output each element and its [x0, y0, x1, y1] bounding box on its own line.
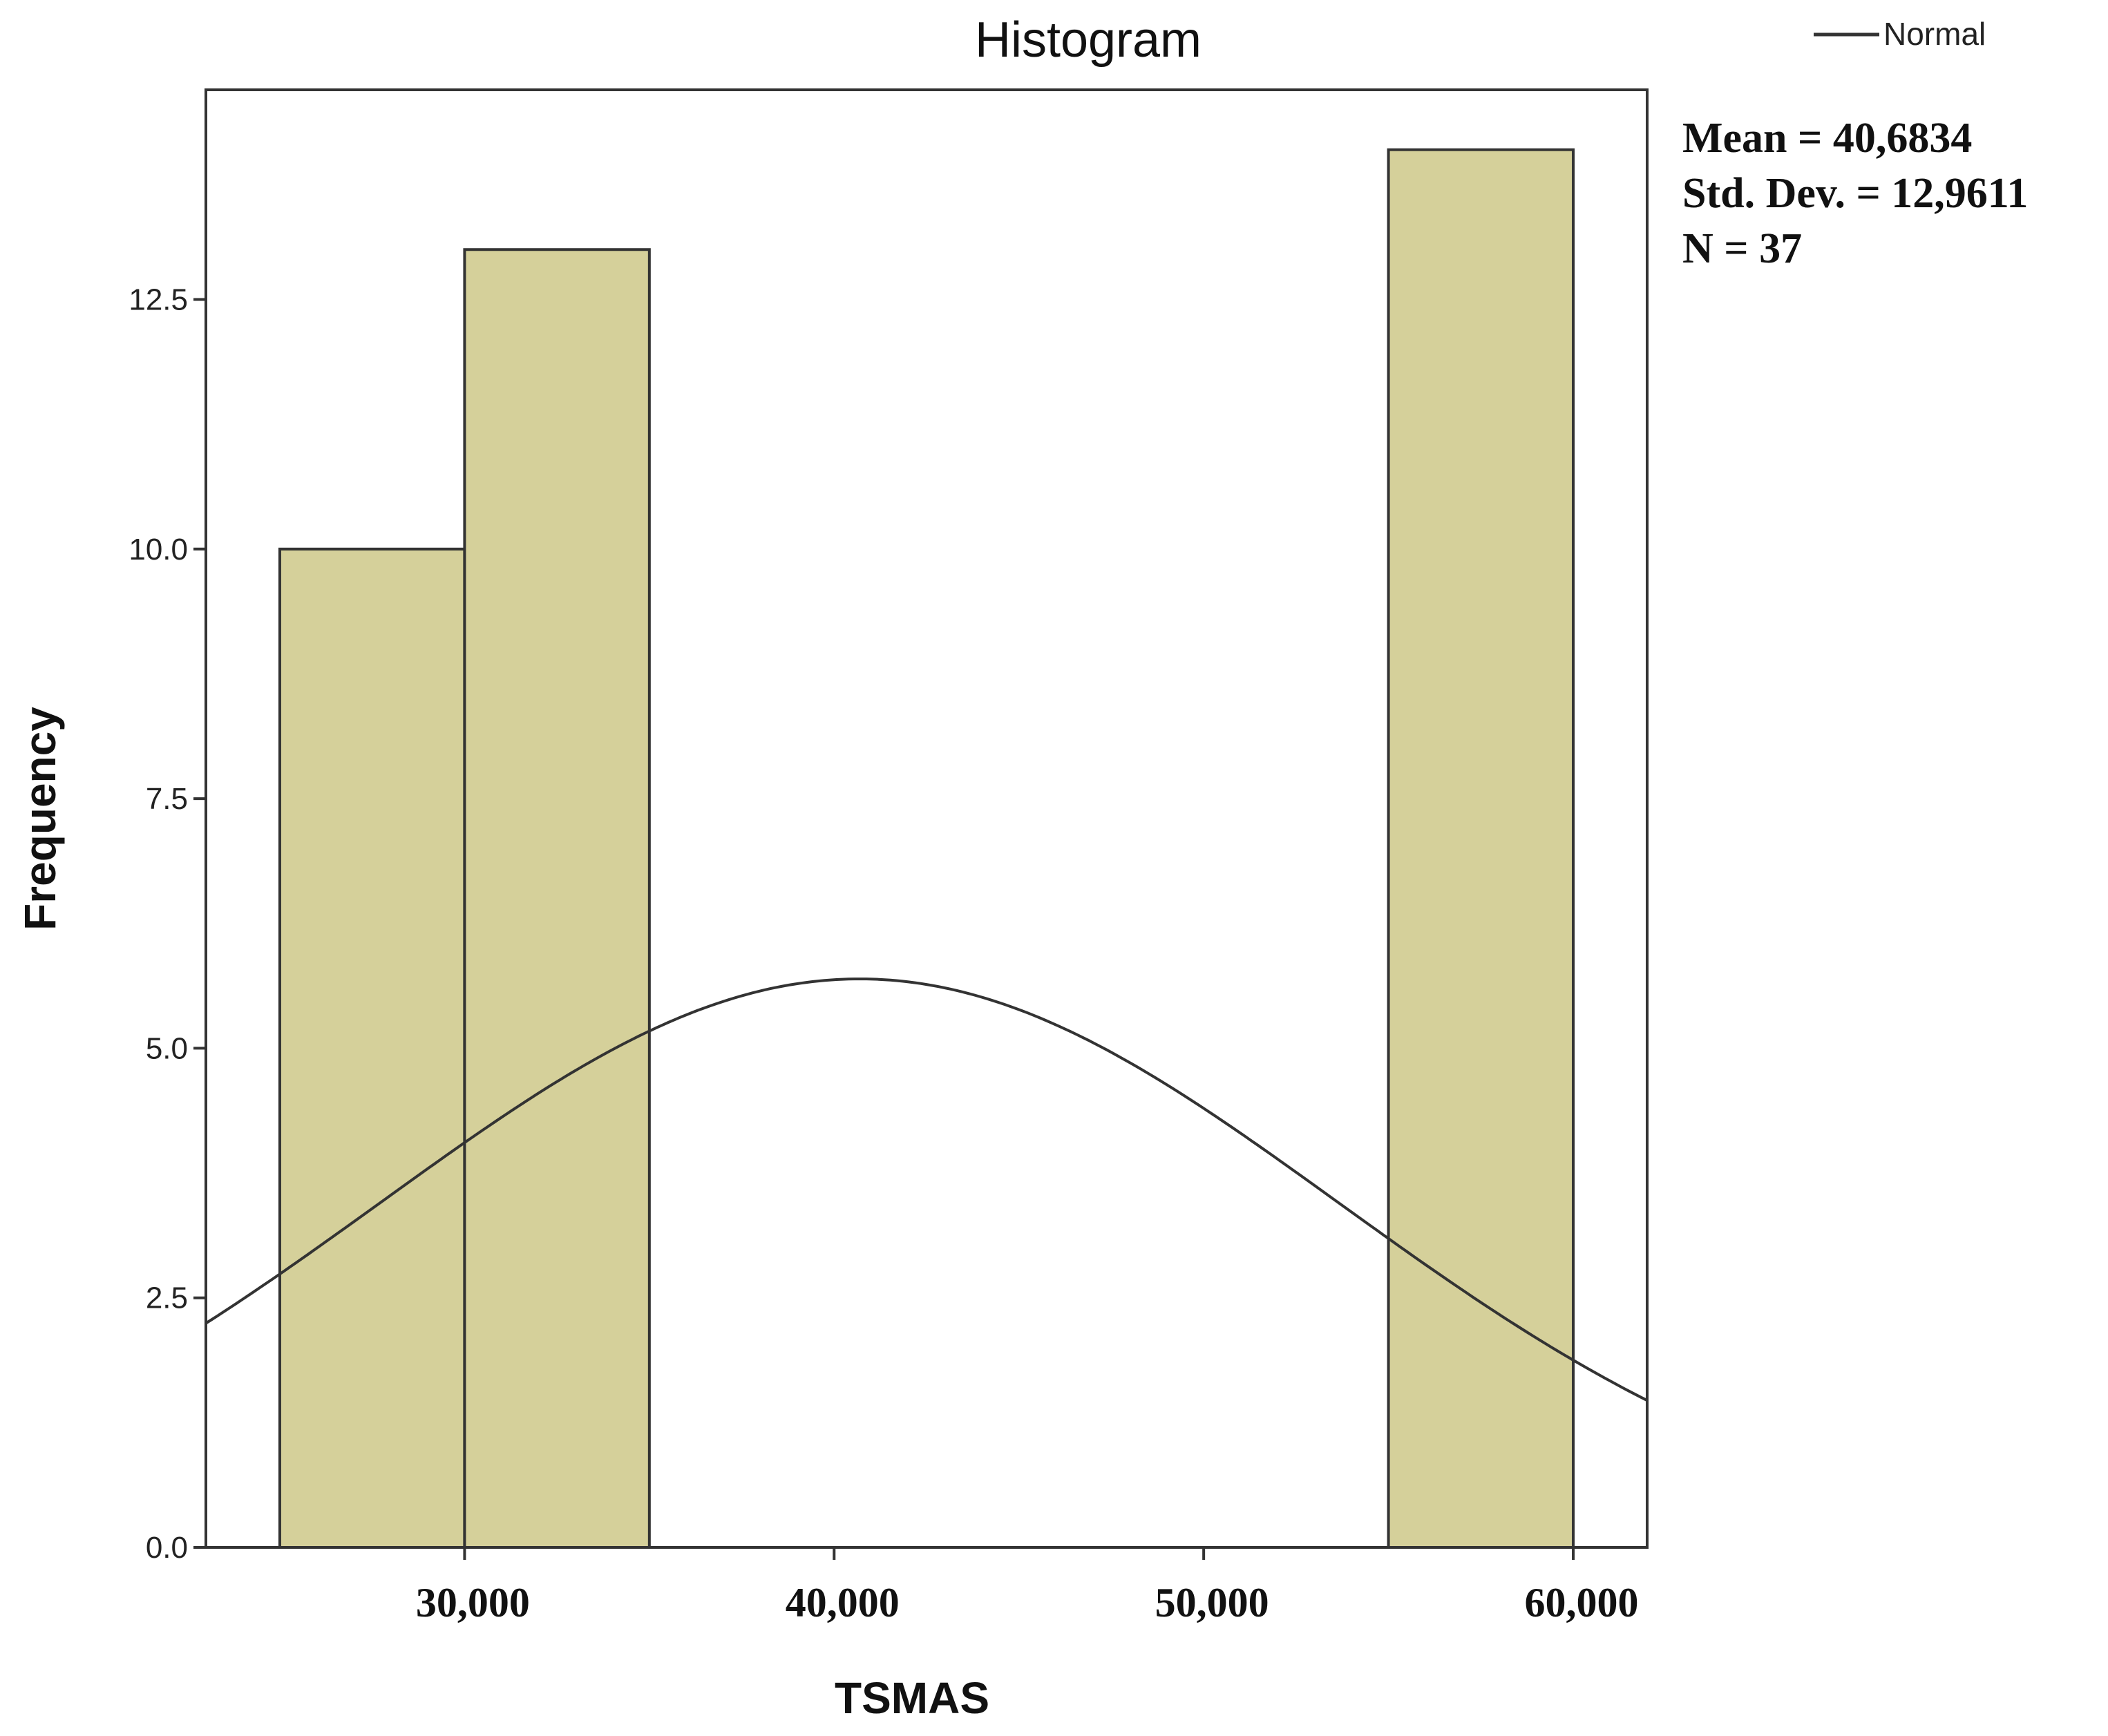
x-axis-label: TSMAS: [835, 1673, 989, 1723]
y-tick-label-3: 7.5: [146, 782, 188, 816]
stat-std-dev: Std. Dev. = 12,9611: [1682, 170, 2028, 217]
histogram-bar-1: [278, 547, 466, 1549]
y-tick-label-5: 12.5: [129, 283, 188, 316]
y-axis-label: Frequency: [15, 707, 65, 931]
x-tick-label-0: 30,000: [416, 1580, 530, 1625]
stat-n: N = 37: [1682, 225, 1802, 272]
x-tick-label-3: 60,000: [1525, 1580, 1639, 1625]
ticks-group: 0.0 2.5 5.0 7.5 10.0 12.5 30,000 40,000 50,000 60…: [129, 283, 1638, 1625]
y-tick-label-4: 10.0: [129, 533, 188, 566]
legend-normal-label: Normal: [1883, 16, 1986, 52]
histogram-bar-3: [1387, 148, 1575, 1549]
x-tick-label-1: 40,000: [786, 1580, 900, 1625]
x-tick-label-2: 50,000: [1155, 1580, 1269, 1625]
histogram-bar-2: [463, 248, 651, 1549]
y-tick-label-0: 0.0: [146, 1531, 188, 1565]
bars-group: [278, 148, 1575, 1549]
y-tick-label-1: 2.5: [146, 1281, 188, 1315]
y-tick-label-2: 5.0: [146, 1031, 188, 1065]
plot-frame: [205, 88, 1649, 1549]
normal-curve-group: [205, 977, 1648, 1402]
chart-title: Histogram: [975, 12, 1202, 68]
normal-curve-line: [205, 977, 1648, 1402]
stat-mean: Mean = 40,6834: [1682, 115, 1972, 162]
